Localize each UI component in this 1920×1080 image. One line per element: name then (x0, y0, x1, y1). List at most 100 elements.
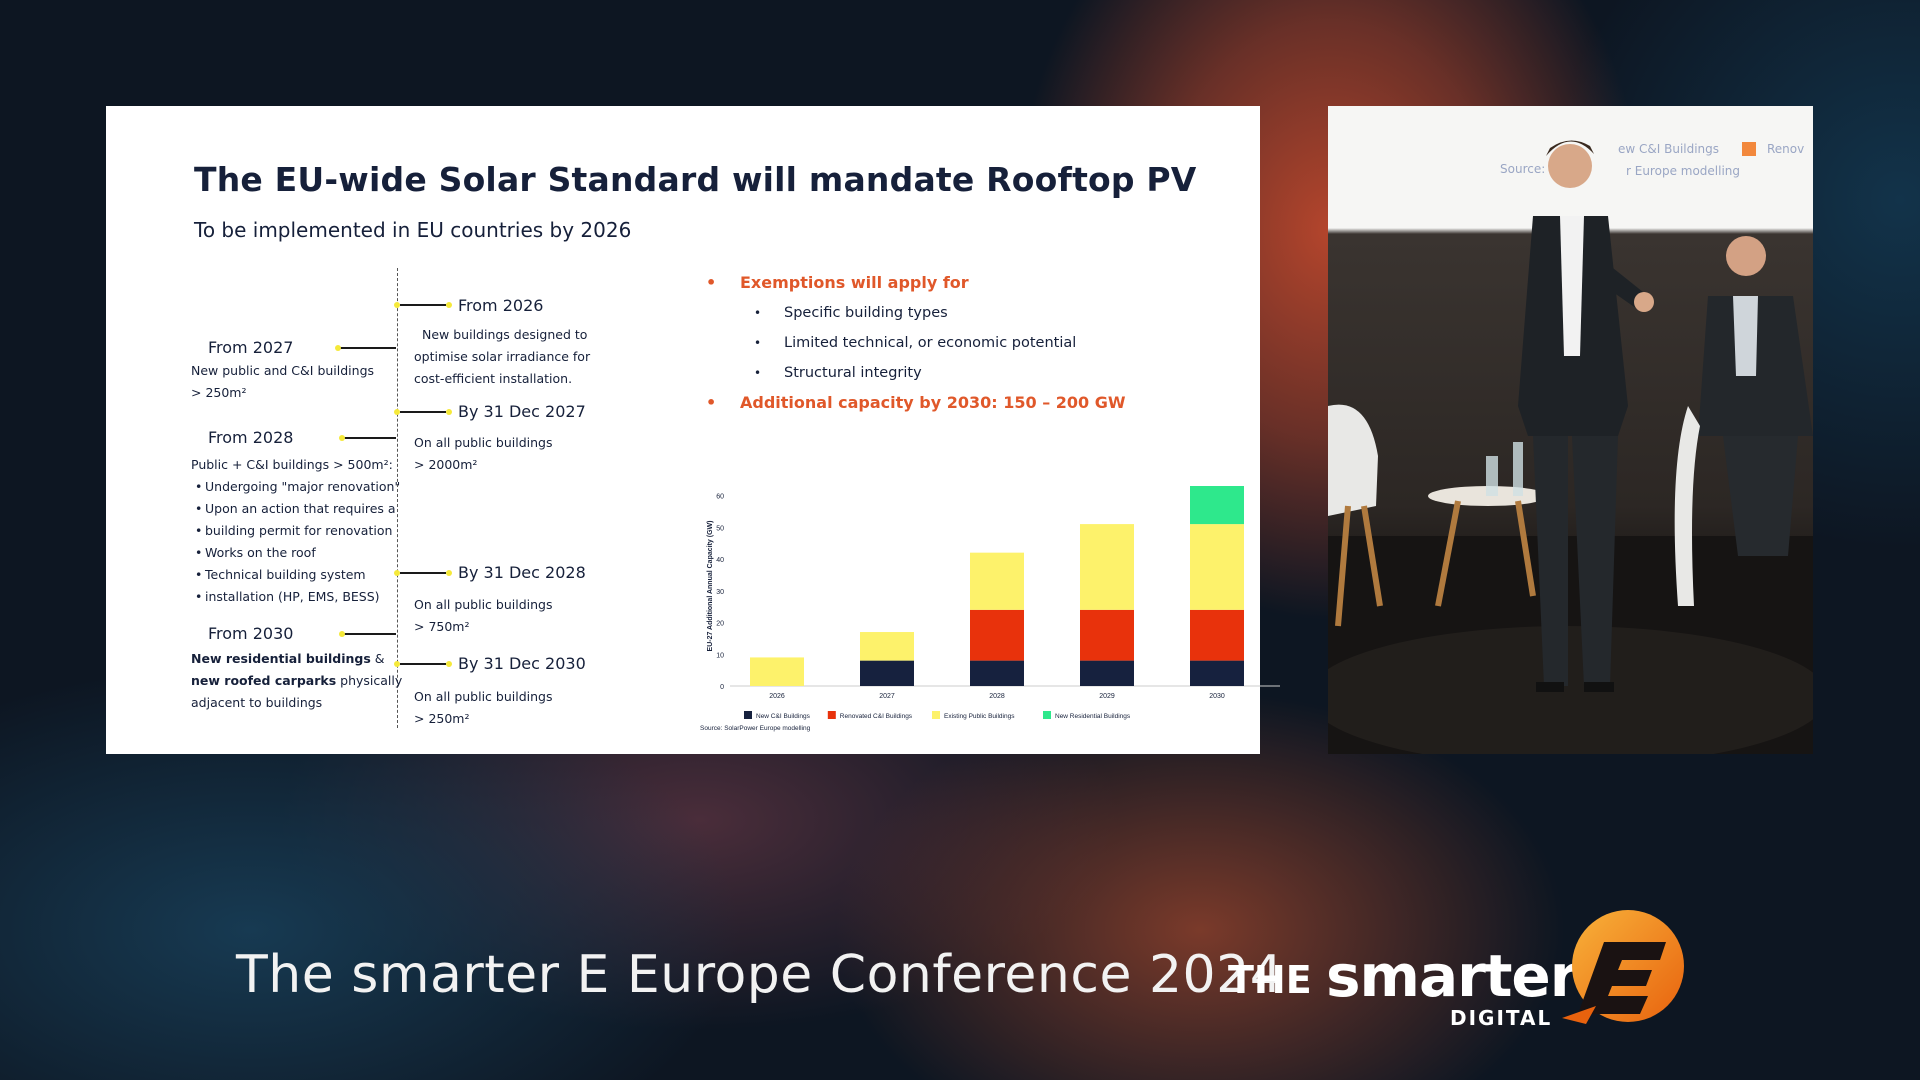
chart-bar-segment (750, 657, 804, 686)
chart-bar-segment (970, 660, 1024, 686)
speaker-arm (1590, 256, 1648, 311)
water-bottle (1513, 442, 1523, 496)
timeline-2026-heading: From 2026 (458, 296, 544, 315)
chart-legend-label: New C&I Buildings (756, 713, 811, 720)
chair-right (1674, 406, 1700, 606)
timeline-2027b-axis-dot (394, 409, 400, 415)
slide-subtitle: To be implemented in EU countries by 202… (194, 218, 632, 242)
exemptions-block: Exemptions will apply for Specific build… (706, 268, 1226, 418)
table-leg (1515, 500, 1536, 597)
timeline-2028-bullet-cont: building permit for renovation (195, 520, 400, 542)
chart-bar-segment (1080, 609, 1134, 661)
video-screen-source-2: r Europe modelling (1626, 164, 1741, 178)
chair-left-leg (1361, 505, 1383, 607)
presentation-slide: The EU-wide Solar Standard will mandate … (106, 106, 1280, 754)
exemptions-heading: Exemptions will apply for (706, 268, 1226, 298)
timeline-2030-text: New residential buildings & new roofed c… (191, 651, 403, 710)
conference-title: The smarter E Europe Conference 2024 (236, 945, 1284, 1005)
timeline-2028-bullet: Works on the roof (195, 542, 400, 564)
chart-legend-swatch (932, 711, 940, 719)
timeline-2030-dot (339, 631, 345, 637)
logo-the: THE (1228, 958, 1312, 1002)
stage-floor-reflection (1328, 626, 1813, 754)
chart-y-tick-label: 40 (716, 557, 724, 564)
timeline-2027b-dot (446, 409, 452, 415)
timeline-2026-connector (400, 304, 446, 306)
timeline-2030b-connector (400, 663, 446, 665)
timeline-2028-heading: From 2028 (208, 428, 294, 447)
timeline-2027-heading: From 2027 (208, 338, 294, 357)
speaker-shoe (1584, 682, 1614, 692)
timeline-2028b-dot (446, 570, 452, 576)
chair-left-leg (1335, 505, 1351, 627)
chart-y-tick-label: 10 (716, 652, 724, 659)
timeline-2026-axis-dot (394, 302, 400, 308)
chart-x-tick-label: 2030 (1209, 693, 1225, 700)
chart-bar-segment (1080, 524, 1134, 610)
timeline-2028-bullet-cont: installation (HP, EMS, BESS) (195, 586, 400, 608)
timeline-2028-dot (339, 435, 345, 441)
timeline-2030-connector (342, 633, 396, 635)
speaker-shoe (1536, 682, 1564, 692)
timeline-2030b-text: On all public buildings > 250m² (414, 689, 553, 726)
chart-y-axis-label: EU-27 Additional Annual Capacity (GW) (707, 521, 714, 652)
additional-capacity: Additional capacity by 2030: 150 – 200 G… (706, 388, 1226, 418)
timeline-2028b-axis-dot (394, 570, 400, 576)
chart-legend-swatch (744, 711, 752, 719)
chart-legend-label: New Residential Buildings (1055, 713, 1131, 720)
video-screen-legend-1: ew C&I Buildings (1618, 142, 1720, 156)
chart-legend-swatch (827, 711, 836, 719)
chart-y-tick-label: 20 (716, 621, 724, 628)
chart-legend-label: Renovated C&I Buildings (840, 713, 913, 720)
speaker-hair (1546, 140, 1594, 156)
chart-bar-segment (1190, 609, 1244, 661)
speaker-shirt (1560, 216, 1584, 356)
chart-y-tick-label: 50 (716, 525, 724, 532)
chart-legend-label: Existing Public Buildings (944, 713, 1015, 720)
speaker-head (1548, 144, 1592, 188)
timeline-2026-dot (446, 302, 452, 308)
timeline-2030b-axis-dot (394, 661, 400, 667)
water-glass (1486, 456, 1498, 496)
speaker-video-feed: ew C&I Buildings Renov Source: S r Europ… (1328, 106, 1813, 754)
logo-smarter: smarter (1326, 942, 1578, 1010)
table-leg (1435, 500, 1461, 607)
exemption-item: Limited technical, or economic potential (706, 328, 1226, 358)
exemption-item: Structural integrity (706, 358, 1226, 388)
chart-y-tick-label: 30 (716, 589, 724, 596)
chart-y-tick-label: 60 (716, 494, 724, 501)
timeline-2030-heading: From 2030 (208, 624, 294, 643)
timeline-2028-bullet: Undergoing "major renovation" (195, 476, 400, 498)
chart-bar-segment (1190, 524, 1244, 610)
chart-x-tick-label: 2026 (769, 693, 785, 700)
panelist-head (1726, 236, 1766, 276)
chart-x-tick-label: 2029 (1099, 693, 1115, 700)
capacity-bar-chart: EU-27 Additional Annual Capacity (GW) 0 10… (700, 486, 1280, 732)
timeline-2030b-dot (446, 661, 452, 667)
chart-bar-segment (970, 552, 1024, 610)
chart-legend-swatch (1043, 711, 1051, 719)
speaker-leg (1533, 436, 1568, 686)
timeline-2028-bullet: Upon an action that requires a (195, 498, 400, 520)
timeline-2028b-heading: By 31 Dec 2028 (458, 563, 586, 582)
panelist-shirt (1733, 296, 1758, 376)
speaker-leg (1572, 436, 1618, 686)
timeline-2027b-heading: By 31 Dec 2027 (458, 402, 586, 421)
chart-bar-segment (1190, 486, 1244, 525)
stage-scene (1328, 140, 1813, 754)
chart-x-tick-label: 2027 (879, 693, 895, 700)
video-screen-source: Source: S (1500, 162, 1557, 176)
smarter-e-logo-icon (1562, 910, 1684, 1024)
chart-bar-segment (1080, 660, 1134, 686)
chart-bar-segment (970, 609, 1024, 661)
timeline-2027-connector (338, 347, 396, 349)
speaker-hand (1634, 292, 1654, 312)
timeline-2027-dot (335, 345, 341, 351)
timeline-2028b-text: On all public buildings > 750m² (414, 597, 553, 634)
chart-bar-segment (1190, 660, 1244, 686)
timeline-2028-bullet: Technical building system (195, 564, 400, 586)
logo-digital: DIGITAL (1450, 1006, 1553, 1030)
video-screen-legend-square (1742, 142, 1756, 156)
chart-bar-segment (860, 632, 914, 661)
slide-title: The EU-wide Solar Standard will mandate … (194, 160, 1197, 199)
